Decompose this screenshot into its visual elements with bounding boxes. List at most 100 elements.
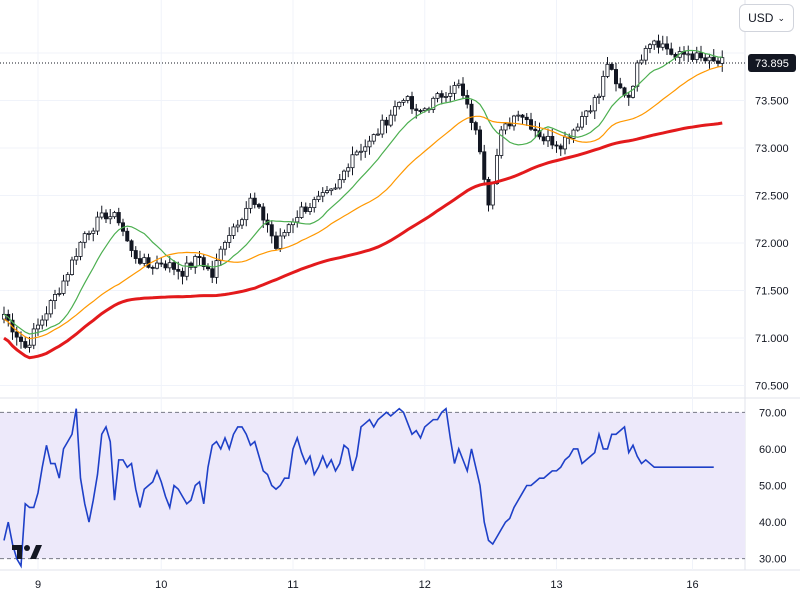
candle-body bbox=[44, 313, 49, 321]
candle-body bbox=[324, 190, 329, 193]
candle-body bbox=[282, 232, 287, 237]
candle-body bbox=[269, 224, 274, 237]
candle-body bbox=[452, 85, 457, 94]
candle-body bbox=[448, 92, 453, 97]
candle-body bbox=[197, 256, 202, 258]
candles bbox=[2, 34, 725, 353]
candle-body bbox=[614, 69, 619, 85]
price-tick-label: 73.500 bbox=[755, 96, 789, 108]
currency-selector[interactable]: USD ⌄ bbox=[739, 4, 794, 32]
candle-body bbox=[601, 76, 606, 97]
candle-body bbox=[146, 257, 151, 268]
time-tick-label: 16 bbox=[686, 579, 698, 591]
candle-body bbox=[460, 83, 465, 96]
candle-body bbox=[469, 103, 474, 123]
price-tick-label: 71.000 bbox=[755, 333, 789, 345]
last-price-label: 73.895 bbox=[755, 58, 789, 70]
candle-body bbox=[252, 197, 257, 205]
candle-body bbox=[171, 262, 176, 270]
candle-body bbox=[18, 336, 23, 342]
candle-body bbox=[431, 97, 436, 110]
candle-body bbox=[65, 274, 70, 282]
candle-body bbox=[541, 136, 546, 142]
candle-body bbox=[14, 331, 19, 338]
candle-body bbox=[643, 48, 648, 61]
candle-body bbox=[167, 262, 172, 269]
candle-body bbox=[112, 212, 117, 218]
candle-body bbox=[465, 95, 470, 105]
candle-body bbox=[392, 106, 397, 116]
candle-body bbox=[248, 197, 253, 209]
candle-body bbox=[74, 255, 79, 261]
candle-body bbox=[380, 119, 385, 135]
candle-body bbox=[631, 85, 636, 98]
candle-body bbox=[70, 259, 75, 275]
oscillator-tick-label: 30.00 bbox=[759, 554, 787, 566]
candle-body bbox=[520, 114, 525, 118]
candle-body bbox=[312, 199, 317, 209]
candle-body bbox=[571, 129, 576, 139]
candle-body bbox=[512, 115, 517, 127]
candle-body bbox=[350, 154, 355, 169]
oscillator-band bbox=[0, 412, 745, 559]
candle-body bbox=[261, 206, 266, 221]
candle-body bbox=[546, 135, 551, 142]
candle-body bbox=[699, 52, 704, 59]
candle-body bbox=[669, 48, 674, 55]
time-tick-label: 10 bbox=[155, 579, 167, 591]
candle-body bbox=[137, 258, 142, 264]
candle-body bbox=[533, 128, 538, 132]
candle-body bbox=[648, 44, 653, 49]
candle-body bbox=[384, 119, 389, 126]
candle-body bbox=[27, 344, 32, 348]
candle-body bbox=[222, 241, 227, 250]
candle-body bbox=[154, 262, 159, 269]
candle-body bbox=[371, 134, 376, 142]
candle-body bbox=[129, 240, 134, 251]
candle-body bbox=[588, 110, 593, 113]
candle-body bbox=[516, 114, 521, 117]
price-tick-label: 73.000 bbox=[755, 143, 789, 155]
candle-body bbox=[40, 319, 45, 326]
candle-body bbox=[341, 170, 346, 181]
candle-body bbox=[176, 268, 181, 272]
candle-body bbox=[626, 94, 631, 98]
candle-body bbox=[414, 108, 419, 111]
candle-body bbox=[218, 248, 223, 262]
ma-long-line bbox=[3, 121, 723, 360]
candle-body bbox=[435, 93, 440, 99]
candle-body bbox=[720, 57, 725, 64]
candle-body bbox=[575, 126, 580, 131]
candle-body bbox=[635, 62, 640, 87]
candle-body bbox=[507, 123, 512, 127]
candle-body bbox=[422, 108, 427, 111]
candle-body bbox=[214, 260, 219, 278]
candle-body bbox=[439, 93, 444, 98]
candle-body bbox=[401, 100, 406, 103]
candle-body bbox=[363, 146, 368, 152]
candle-body bbox=[278, 235, 283, 249]
candle-body bbox=[482, 151, 487, 180]
price-tick-label: 72.500 bbox=[755, 191, 789, 203]
time-tick-label: 11 bbox=[287, 579, 298, 591]
candle-body bbox=[31, 328, 36, 346]
candle-body bbox=[231, 226, 236, 236]
candle-body bbox=[36, 324, 41, 330]
candle-body bbox=[295, 217, 300, 223]
candle-body bbox=[397, 101, 402, 108]
chevron-down-icon: ⌄ bbox=[777, 12, 785, 23]
candle-body bbox=[494, 155, 499, 184]
candle-body bbox=[48, 300, 53, 315]
candle-body bbox=[375, 133, 380, 136]
candle-body bbox=[694, 52, 699, 60]
candle-body bbox=[188, 262, 193, 268]
candle-body bbox=[53, 294, 58, 301]
candle-body bbox=[639, 59, 644, 64]
candle-body bbox=[703, 57, 708, 62]
candle-body bbox=[87, 232, 92, 235]
candle-body bbox=[227, 235, 232, 243]
candle-body bbox=[499, 129, 504, 156]
candle-body bbox=[477, 129, 482, 153]
time-tick-label: 12 bbox=[419, 579, 431, 591]
